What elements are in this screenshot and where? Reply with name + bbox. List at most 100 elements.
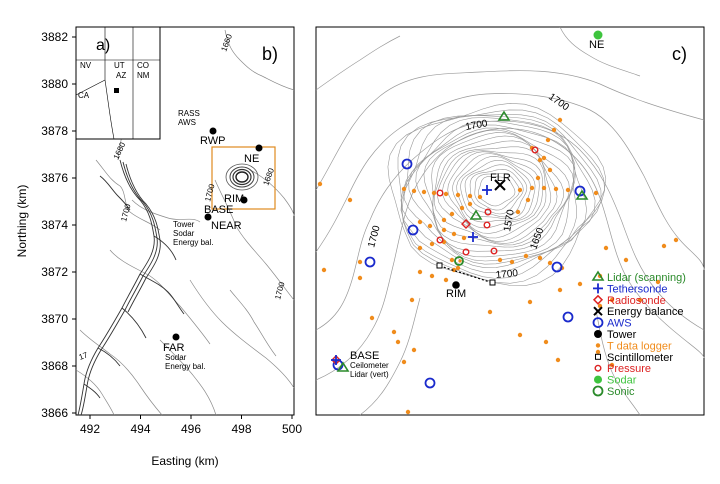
y-tick-label: 3878 — [41, 124, 68, 138]
t-data-logger-marker — [458, 259, 462, 263]
circle-filled-icon — [594, 375, 602, 384]
right-outer-contours — [315, 26, 705, 416]
legend-item-label: Radiosonde — [607, 295, 666, 307]
t-data-logger-marker — [595, 349, 601, 355]
t-data-logger-marker — [477, 194, 483, 200]
plus-icon — [593, 283, 603, 294]
t-data-logger-marker — [547, 167, 553, 173]
state-az: AZ — [116, 71, 126, 80]
t-data-logger-marker — [441, 217, 447, 223]
triangle-icon — [591, 270, 605, 281]
site-sub-label: Tower — [173, 220, 195, 229]
circle-open-icon — [592, 385, 604, 397]
square-open-icon — [595, 353, 601, 360]
site-sub-label: Ceilometer — [350, 361, 389, 370]
t-data-logger-marker — [411, 347, 417, 353]
site-label-rwp: RWP — [200, 135, 225, 147]
y-tick-label: 3880 — [41, 77, 68, 91]
y-axis-title: Northing (km) — [15, 185, 29, 258]
circle-filled-icon — [594, 330, 602, 338]
y-tick-label: 3866 — [41, 406, 68, 420]
y-tick-label: 3868 — [41, 359, 68, 373]
crater-contour — [474, 173, 520, 211]
t-data-logger-marker — [317, 181, 323, 187]
site-label-ne: NE — [244, 153, 259, 165]
site-label-flr: FLR — [490, 172, 511, 184]
t-data-logger-marker — [417, 219, 423, 225]
t-data-logger-marker — [357, 259, 363, 265]
right-map: 1700 1700 1700 1570 1650 1700 c) — [315, 26, 705, 416]
t-data-logger-marker — [637, 297, 643, 303]
crater-contour — [452, 153, 540, 229]
t-data-logger-marker — [449, 257, 455, 263]
t-data-logger-marker — [603, 245, 609, 251]
t-data-logger-marker — [541, 185, 547, 191]
crater-contour — [431, 132, 570, 248]
legend-item-label: Sonic — [607, 386, 635, 398]
t-data-logger-marker — [391, 329, 397, 335]
y-tick-label: 3872 — [41, 265, 68, 279]
t-data-logger-marker — [421, 189, 427, 195]
scintillometer-marker — [489, 279, 496, 286]
t-data-logger-marker — [529, 145, 535, 151]
t-data-logger-marker — [401, 359, 407, 365]
energy-balance-marker — [494, 179, 506, 191]
legend-item-label: T data logger — [607, 340, 672, 352]
crater-contour — [408, 124, 576, 262]
t-data-logger-marker — [401, 186, 407, 192]
x-tick-label: 492 — [80, 422, 100, 436]
y-tick-label: 3870 — [41, 312, 68, 326]
site-label-base: BASE — [350, 350, 379, 362]
site-sub-label: Sodar — [165, 353, 187, 362]
diamond-icon — [592, 294, 604, 305]
site-label-ne: NE — [589, 39, 604, 51]
t-data-logger-marker — [623, 257, 629, 263]
legend-item-label: Tower — [607, 329, 637, 341]
x-icon — [593, 306, 603, 316]
t-data-logger-marker — [321, 267, 327, 273]
t-data-logger-marker — [593, 190, 599, 196]
pressure-markers — [436, 146, 539, 256]
crater-contour — [387, 102, 607, 286]
site-label-far: FAR — [163, 342, 184, 354]
legend-item-label: Sodar — [607, 375, 637, 387]
legend-item-label: Energy balance — [607, 306, 683, 318]
inset-map-a: a) NV UT CO AZ NM CA — [75, 26, 161, 140]
t-data-logger-marker — [467, 193, 473, 199]
t-data-logger-marker — [655, 279, 661, 285]
t-data-logger-marker — [409, 297, 415, 303]
t-data-logger-marker — [537, 157, 543, 163]
y-tick-label: 3882 — [41, 30, 68, 44]
site-sub-label: Lidar (vert) — [350, 370, 389, 379]
t-data-logger-marker — [609, 297, 615, 303]
left-sites: RASS AWS RWP NE RIM BASE NEAR Tower Soda… — [163, 109, 263, 371]
panel-a-label: a) — [96, 37, 110, 54]
crater-contour — [478, 176, 516, 207]
t-data-logger-marker — [557, 287, 563, 293]
dot-icon — [595, 343, 601, 348]
x-tick-label: 494 — [130, 422, 150, 436]
state-nm: NM — [137, 71, 150, 80]
t-data-logger-marker — [443, 277, 449, 283]
t-data-logger-marker — [577, 281, 583, 287]
site-sub-label: RASS — [178, 109, 200, 118]
t-data-logger-marker — [555, 357, 561, 363]
t-data-logger-marker — [395, 339, 401, 345]
crater-contour — [447, 151, 544, 234]
crater-contour — [433, 140, 558, 244]
panel-c-label: c) — [672, 44, 687, 64]
legend-item-label: Tethersonde — [607, 283, 668, 295]
t-data-logger-marker — [529, 185, 535, 191]
t-data-logger-marker — [431, 190, 437, 196]
crater-contour — [415, 127, 576, 258]
left-x-axis: 492 494 496 498 500 — [80, 415, 302, 436]
t-data-logger-marker — [543, 339, 549, 345]
y-tick-label: 3874 — [41, 218, 68, 232]
t-data-logger-marker — [429, 273, 435, 279]
state-nv: NV — [80, 61, 92, 70]
legend-item-label: AWS — [607, 318, 632, 330]
site-marker-far — [172, 333, 180, 341]
right-map-frame — [315, 26, 705, 416]
legend-item-label: Lidar (scanning) — [607, 272, 686, 284]
